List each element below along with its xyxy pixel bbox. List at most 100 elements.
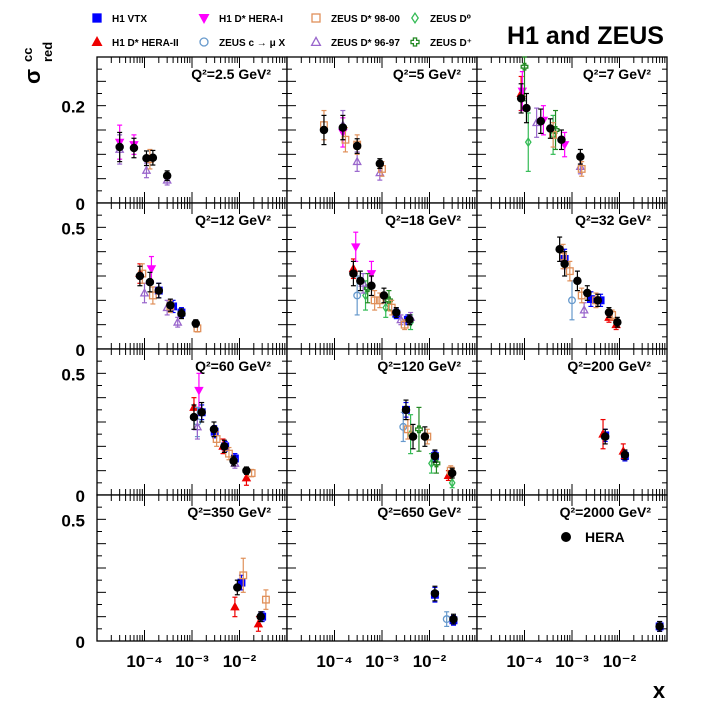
data-point-h1dstar1 bbox=[146, 255, 157, 282]
point-marker bbox=[565, 267, 574, 276]
point-marker bbox=[261, 595, 270, 604]
data-point-hera bbox=[233, 579, 242, 596]
point-marker bbox=[379, 291, 389, 300]
data-point-zeusdstar9800 bbox=[148, 286, 157, 305]
data-point-hera bbox=[135, 265, 145, 287]
panel: 0 0.5 Q²=350 GeV² 10⁻⁴ 10⁻³ 10⁻² bbox=[61, 494, 288, 671]
data-point-hera bbox=[177, 308, 186, 320]
point-marker bbox=[430, 451, 440, 461]
point-marker bbox=[536, 116, 546, 126]
point-marker bbox=[191, 319, 201, 328]
data-point-hera bbox=[356, 270, 365, 292]
y-tick-label: 0 bbox=[76, 341, 85, 360]
legend-marker bbox=[91, 36, 103, 47]
point-marker bbox=[162, 171, 172, 180]
point-marker bbox=[420, 432, 430, 441]
point-marker bbox=[172, 317, 183, 326]
point-marker bbox=[382, 302, 390, 313]
point-marker bbox=[148, 153, 158, 162]
x-axis-label: x bbox=[653, 678, 666, 703]
point-marker bbox=[166, 300, 175, 310]
point-marker bbox=[403, 425, 412, 434]
data-point-zeuscmu bbox=[399, 411, 408, 443]
point-marker bbox=[135, 271, 145, 281]
x-tick-label: 10⁻³ bbox=[555, 652, 589, 671]
point-marker bbox=[212, 435, 221, 443]
point-marker bbox=[239, 571, 248, 580]
data-point-hera bbox=[405, 314, 414, 326]
point-marker bbox=[408, 432, 418, 441]
panel-frame bbox=[286, 56, 478, 204]
data-point-hera bbox=[401, 399, 411, 421]
legend-item: ZEUS D⁰ bbox=[411, 12, 471, 25]
point-marker bbox=[375, 296, 384, 305]
point-marker bbox=[237, 578, 246, 587]
point-marker bbox=[192, 421, 203, 431]
x-tick-label: 10⁻⁴ bbox=[126, 652, 162, 671]
data-point-hera bbox=[379, 287, 389, 304]
data-point-hera bbox=[655, 620, 664, 632]
legend-label: ZEUS c → μ X bbox=[219, 38, 285, 49]
data-point-hera bbox=[367, 275, 376, 297]
legend-item: H1 D* HERA-I bbox=[198, 13, 283, 25]
x-tick-label: 10⁻² bbox=[603, 652, 637, 671]
data-point-hera bbox=[129, 137, 139, 159]
legend-label: H1 VTX bbox=[112, 14, 147, 25]
data-point-zeusdstar9800 bbox=[565, 260, 574, 282]
point-marker bbox=[447, 468, 457, 478]
data-point-zeuscmu bbox=[442, 611, 451, 628]
data-point-zeusdstar9800 bbox=[403, 418, 412, 440]
legend: H1 VTX H1 D* HERA-II H1 D* HERA-I ZEUS c → … bbox=[91, 12, 472, 49]
panel-grid: 0 0.2 Q²=2.5 GeV² Q²=5 GeV² Q²=7 GeV² 0 0.5 Q²=… bbox=[61, 56, 668, 671]
data-point-hera bbox=[242, 466, 251, 475]
panel: 0 0.2 Q²=2.5 GeV² bbox=[61, 56, 288, 214]
point-marker bbox=[220, 442, 229, 451]
point-marker bbox=[139, 287, 150, 297]
legend-marker bbox=[92, 13, 102, 23]
data-point-hera bbox=[430, 449, 440, 463]
point-marker bbox=[555, 244, 564, 254]
panel: Q²=32 GeV² bbox=[476, 202, 668, 350]
data-point-hera bbox=[557, 129, 566, 151]
data-point-zeusdstar9800 bbox=[261, 589, 270, 610]
point-marker bbox=[399, 422, 408, 431]
legend-label: ZEUS D⁰ bbox=[430, 14, 471, 25]
data-point-hera bbox=[408, 423, 418, 450]
panel-frame bbox=[96, 56, 288, 204]
data-point-hera bbox=[229, 455, 238, 467]
legend-item: ZEUS D* 96-97 bbox=[310, 36, 400, 49]
y-tick-label: 0 bbox=[76, 195, 85, 214]
data-point-hera bbox=[319, 114, 329, 146]
point-marker bbox=[516, 94, 526, 103]
point-marker bbox=[604, 308, 614, 317]
legend-label: ZEUS D* 98-00 bbox=[331, 14, 400, 25]
y-tick-label: 0.5 bbox=[61, 219, 85, 238]
point-marker bbox=[367, 281, 376, 290]
panel-frame bbox=[286, 202, 478, 350]
point-marker bbox=[655, 622, 664, 631]
point-marker bbox=[522, 103, 531, 113]
point-marker bbox=[209, 425, 219, 434]
point-marker bbox=[430, 589, 440, 598]
q2-label: Q²=2.5 GeV² bbox=[191, 66, 271, 82]
point-marker bbox=[242, 466, 251, 475]
legend-label: ZEUS D⁺ bbox=[430, 38, 472, 49]
data-point-hera bbox=[338, 114, 348, 141]
point-marker bbox=[577, 164, 586, 173]
data-point-hera bbox=[613, 316, 622, 328]
data-point-hera bbox=[522, 92, 531, 124]
point-marker bbox=[338, 123, 348, 132]
point-marker bbox=[352, 141, 362, 151]
point-marker bbox=[448, 477, 456, 488]
q2-label: Q²=120 GeV² bbox=[377, 358, 461, 374]
q2-label: Q²=650 GeV² bbox=[377, 504, 461, 520]
legend-item: H1 D* HERA-II bbox=[91, 36, 179, 49]
panel: 0 0.5 Q²=12 GeV² bbox=[61, 202, 288, 360]
data-point-hera bbox=[115, 131, 124, 163]
panel: Q²=18 GeV² bbox=[286, 202, 478, 350]
data-point-hera bbox=[536, 108, 546, 135]
data-point-hera bbox=[600, 428, 610, 445]
legend-marker bbox=[311, 13, 321, 23]
q2-label: Q²=12 GeV² bbox=[195, 212, 271, 228]
